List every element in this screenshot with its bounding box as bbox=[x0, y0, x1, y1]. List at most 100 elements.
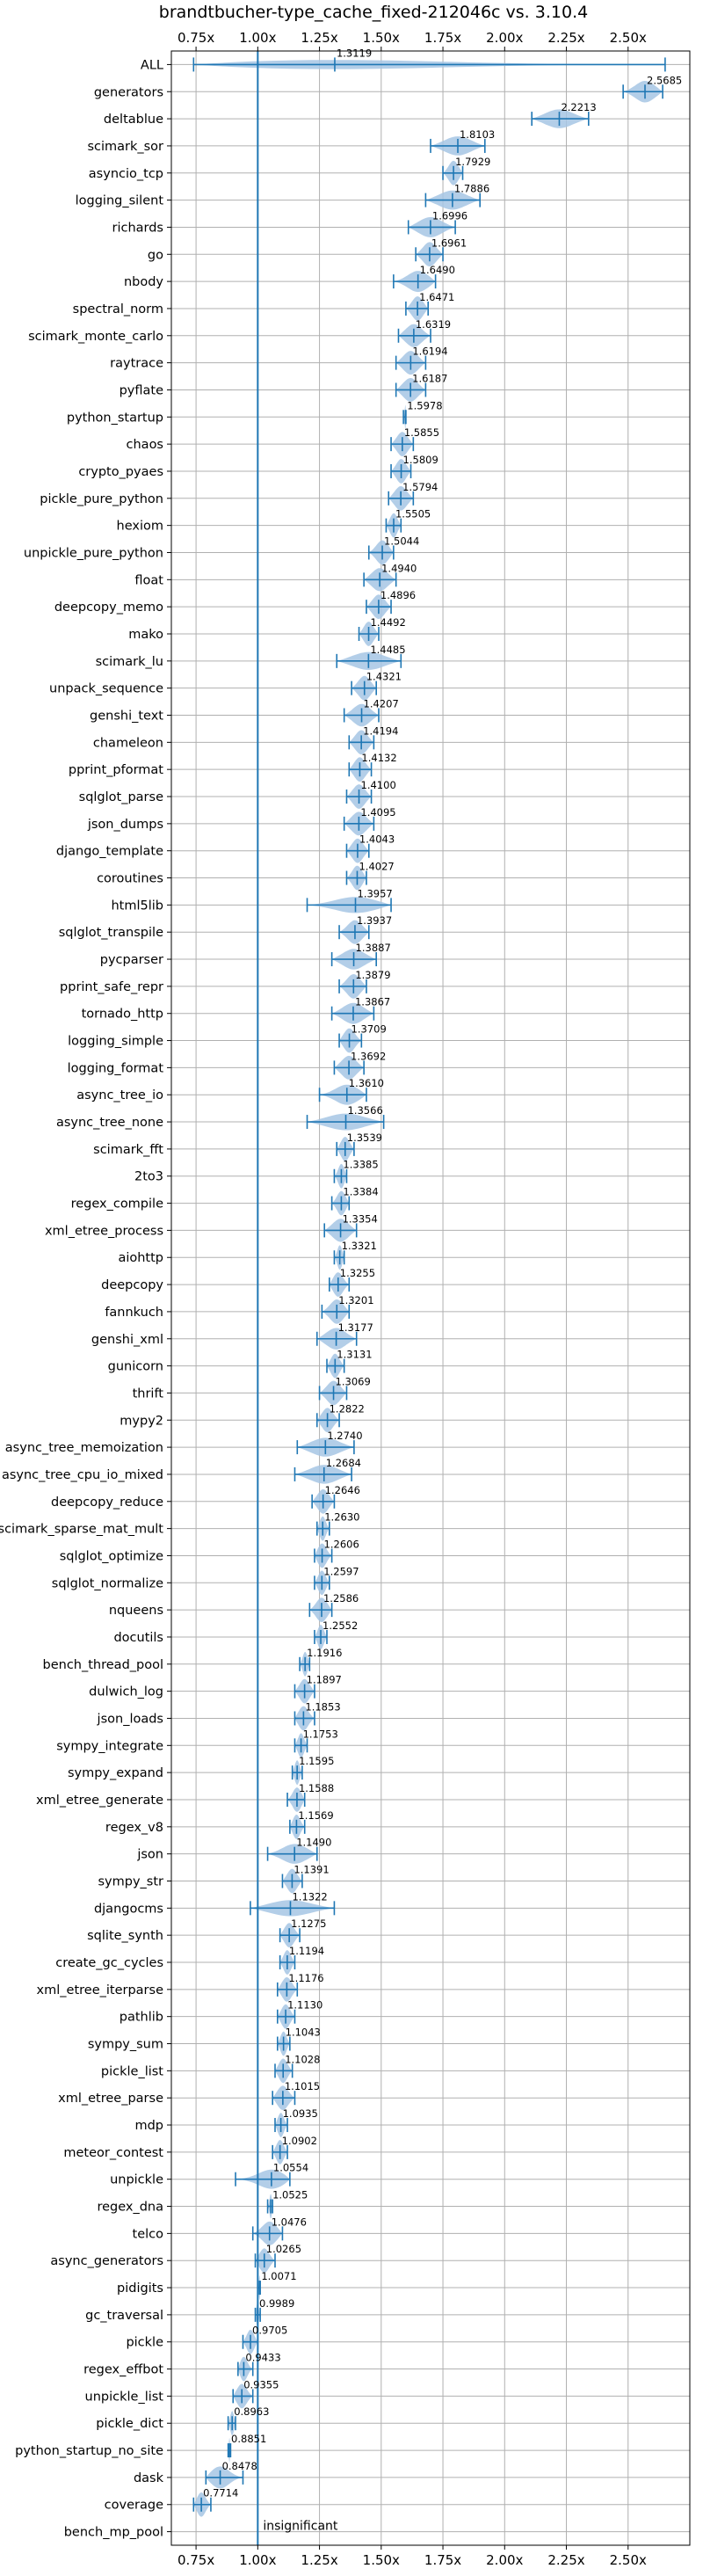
tick-label-top: 1.25x bbox=[301, 30, 337, 46]
value-label-xml_etree_parse: 1.1015 bbox=[285, 2080, 320, 2092]
value-label-crypto_pyaes: 1.5809 bbox=[403, 454, 438, 466]
category-label: djangocms bbox=[94, 1902, 163, 1916]
value-label-dulwich_log: 1.1897 bbox=[307, 1674, 342, 1686]
category-label: thrift bbox=[133, 1386, 164, 1401]
value-label-mypy2: 1.2822 bbox=[330, 1402, 365, 1415]
category-label: hexiom bbox=[117, 520, 163, 534]
value-label-sympy_expand: 1.1595 bbox=[299, 1755, 334, 1767]
category-label: xml_etree_generate bbox=[36, 1794, 163, 1808]
category-label: generators bbox=[94, 85, 163, 99]
value-label-dask: 0.8478 bbox=[222, 2460, 257, 2472]
category-label: regex_compile bbox=[71, 1197, 163, 1212]
category-label: json_loads bbox=[97, 1712, 163, 1726]
category-label: sqlglot_optimize bbox=[60, 1549, 163, 1563]
value-label-generators: 2.5685 bbox=[647, 74, 682, 86]
category-label: sqlite_synth bbox=[87, 1929, 163, 1943]
value-label-json_dumps: 1.4095 bbox=[360, 806, 395, 819]
value-label-create_gc_cycles: 1.1194 bbox=[289, 1945, 324, 1957]
tick-label-bottom: 1.75x bbox=[424, 2552, 461, 2568]
value-label-logging_silent: 1.7886 bbox=[454, 183, 489, 195]
value-label-aiohttp: 1.3321 bbox=[342, 1240, 377, 1252]
value-label-logging_simple: 1.3709 bbox=[352, 1023, 387, 1036]
tick-label-top: 0.75x bbox=[178, 30, 214, 46]
value-label-async_generators: 1.0265 bbox=[266, 2243, 301, 2255]
tick-label-top: 2.50x bbox=[610, 30, 647, 46]
value-label-deltablue: 2.2213 bbox=[561, 101, 596, 113]
value-label-pickle_pure_python: 1.5794 bbox=[402, 481, 438, 493]
category-label: create_gc_cycles bbox=[55, 1956, 163, 1970]
category-label: deltablue bbox=[104, 113, 163, 127]
value-label-unpickle_list: 0.9355 bbox=[243, 2378, 279, 2390]
value-label-async_tree_cpu_io_mixed: 1.2684 bbox=[326, 1457, 361, 1469]
value-label-deepcopy_memo: 1.4896 bbox=[380, 589, 416, 601]
category-label: spectral_norm bbox=[73, 302, 163, 317]
value-label-ALL: 1.3119 bbox=[337, 47, 372, 59]
category-label: scimark_lu bbox=[96, 655, 163, 669]
value-label-djangocms: 1.1322 bbox=[292, 1890, 327, 1903]
value-label-sqlglot_optimize: 1.2606 bbox=[324, 1538, 359, 1550]
category-label: sympy_sum bbox=[88, 2038, 163, 2052]
tick-label-top: 1.00x bbox=[239, 30, 276, 46]
value-label-regex_v8: 1.1569 bbox=[298, 1809, 333, 1822]
value-label-pickle_dict: 0.8963 bbox=[234, 2405, 269, 2418]
category-label: json bbox=[136, 1848, 163, 1862]
category-label: unpickle_pure_python bbox=[24, 546, 163, 560]
plot-frame bbox=[170, 50, 691, 2546]
category-label: sympy_expand bbox=[68, 1766, 163, 1780]
value-label-regex_dna: 1.0525 bbox=[272, 2189, 308, 2201]
value-label-scimark_lu: 1.4485 bbox=[370, 644, 405, 656]
value-label-fannkuch: 1.3201 bbox=[338, 1294, 373, 1306]
value-label-regex_effbot: 0.9433 bbox=[245, 2352, 280, 2364]
category-label: scimark_sparse_mat_mult bbox=[0, 1523, 163, 1537]
value-label-nbody: 1.6490 bbox=[420, 264, 455, 276]
value-label-mako: 1.4492 bbox=[371, 616, 406, 629]
value-label-chameleon: 1.4194 bbox=[363, 724, 398, 737]
category-label: pathlib bbox=[120, 2011, 163, 2025]
value-label-mdp: 1.0935 bbox=[283, 2107, 318, 2120]
value-label-genshi_xml: 1.3177 bbox=[338, 1321, 373, 1334]
value-label-unpickle: 1.0554 bbox=[273, 2162, 308, 2174]
category-labels: ALL generators deltablue scimark_sorasyncio… bbox=[0, 58, 164, 2539]
category-label: python_startup bbox=[67, 411, 163, 425]
value-label-meteor_contest: 1.0902 bbox=[282, 2135, 317, 2147]
value-label-html5lib: 1.3957 bbox=[358, 887, 393, 899]
category-label: logging_format bbox=[68, 1061, 164, 1075]
value-label-spectral_norm: 1.6471 bbox=[419, 291, 454, 303]
value-label-scimark_monte_carlo: 1.6319 bbox=[416, 318, 451, 331]
tick-label-bottom: 1.50x bbox=[363, 2552, 400, 2568]
category-label: coverage bbox=[105, 2499, 163, 2513]
category-label: richards bbox=[112, 221, 163, 235]
category-label: async_tree_memoization bbox=[5, 1441, 163, 1455]
category-label: pickle bbox=[126, 2336, 163, 2350]
value-label-go: 1.6961 bbox=[431, 236, 467, 249]
value-label-gc_traversal: 0.9989 bbox=[259, 2297, 294, 2310]
category-label: pprint_pformat bbox=[69, 763, 163, 777]
value-label-logging_format: 1.3692 bbox=[351, 1050, 386, 1062]
value-label-unpack_sequence: 1.4321 bbox=[366, 671, 402, 683]
category-label: async_tree_none bbox=[56, 1116, 163, 1130]
value-label-sympy_integrate: 1.1753 bbox=[303, 1728, 338, 1740]
value-label-asyncio_tcp: 1.7929 bbox=[455, 156, 490, 168]
value-label-sympy_sum: 1.1043 bbox=[286, 2027, 321, 2039]
tick-label-bottom: 1.25x bbox=[301, 2552, 337, 2568]
category-label: xml_etree_parse bbox=[58, 2092, 163, 2106]
category-label: pickle_pure_python bbox=[40, 492, 163, 506]
value-label-json_loads: 1.1853 bbox=[305, 1700, 340, 1713]
category-label: scimark_fft bbox=[93, 1143, 163, 1157]
category-label: django_template bbox=[56, 845, 163, 859]
value-label-sqlite_synth: 1.1275 bbox=[291, 1917, 326, 1930]
value-label-json: 1.1490 bbox=[296, 1837, 331, 1849]
value-label-pickle_list: 1.1028 bbox=[285, 2053, 320, 2065]
value-label-coverage: 0.7714 bbox=[203, 2487, 238, 2500]
grid-lines bbox=[171, 51, 690, 2545]
category-label: chaos bbox=[127, 438, 163, 452]
value-label-async_tree_io: 1.3610 bbox=[349, 1077, 384, 1089]
category-label: sqlglot_parse bbox=[79, 790, 163, 804]
value-label-regex_compile: 1.3384 bbox=[343, 1186, 378, 1198]
tick-label-top: 1.75x bbox=[424, 30, 461, 46]
value-label-richards: 1.6996 bbox=[432, 209, 467, 222]
category-label: async_tree_cpu_io_mixed bbox=[2, 1468, 163, 1482]
tick-label-top: 2.25x bbox=[547, 30, 584, 46]
category-label: telco bbox=[133, 2227, 164, 2241]
category-label: regex_effbot bbox=[83, 2363, 163, 2377]
